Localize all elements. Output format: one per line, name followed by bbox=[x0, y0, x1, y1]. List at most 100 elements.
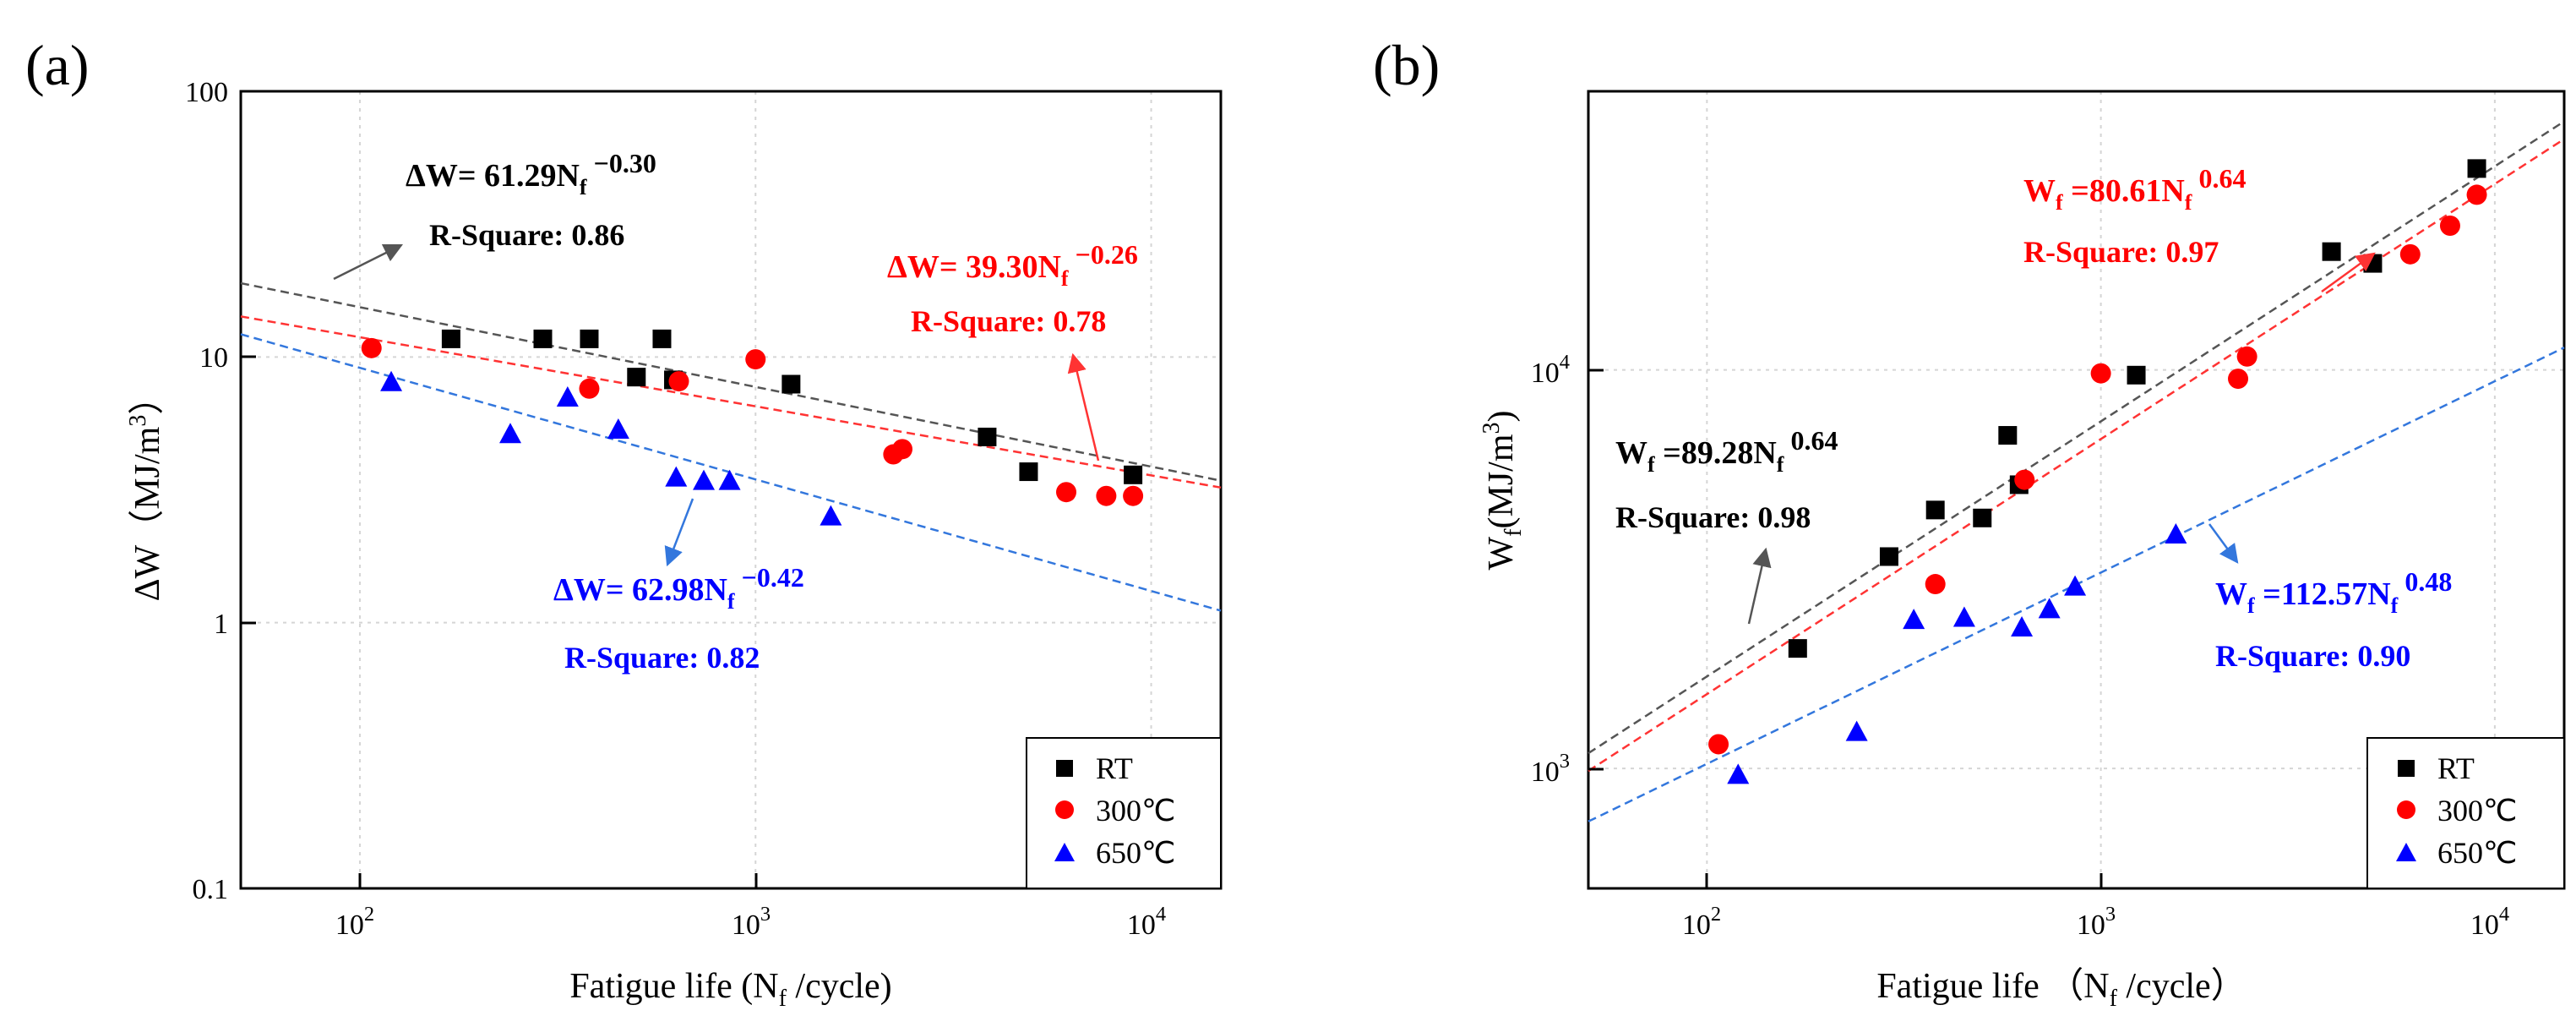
data-point-rt bbox=[627, 368, 646, 387]
data-point-300 bbox=[668, 371, 689, 392]
legend-marker-650 bbox=[1054, 843, 1075, 861]
panel-b-annotation-rt: Wf =89.28Nf 0.64 R-Square: 0.98 bbox=[1615, 425, 1838, 534]
data-point-300 bbox=[579, 378, 600, 399]
panel-b-x-axis-label: Fatigue life （Nf /cycle） bbox=[1876, 967, 2246, 1012]
fit-line-RT bbox=[1588, 120, 2565, 755]
data-point-300 bbox=[2236, 346, 2257, 367]
data-point-rt bbox=[533, 329, 553, 348]
data-point-rt bbox=[1973, 508, 1992, 527]
legend-label-300: 300℃ bbox=[1096, 794, 1175, 828]
x-tick-label-100: 102 bbox=[1682, 903, 1721, 941]
data-point-300 bbox=[892, 439, 913, 460]
data-point-650 bbox=[820, 505, 842, 526]
legend-label-rt: RT bbox=[2437, 751, 2475, 785]
data-point-300 bbox=[1056, 482, 1077, 503]
fit-line-300℃ bbox=[1588, 138, 2565, 773]
y-tick-label-0.1: 0.1 bbox=[193, 874, 229, 905]
panel-b-y-axis-label: Wf(MJ/m3) bbox=[1479, 411, 1527, 571]
data-point-650 bbox=[380, 370, 403, 391]
data-point-650 bbox=[665, 466, 688, 487]
data-point-650 bbox=[2011, 616, 2034, 637]
x-tick-label-1000: 103 bbox=[2077, 903, 2116, 941]
data-point-rt bbox=[978, 427, 997, 446]
equation-650: ΔW= 62.98Nf −0.42 bbox=[553, 562, 804, 614]
data-point-rt bbox=[1788, 639, 1807, 658]
data-point-650 bbox=[693, 469, 716, 490]
data-point-rt bbox=[1124, 465, 1143, 484]
x-tick-label-1000: 103 bbox=[732, 903, 771, 941]
y-tick-label-10: 10 bbox=[199, 342, 228, 374]
data-point-rt bbox=[1998, 426, 2018, 445]
legend-marker-300 bbox=[2397, 800, 2415, 819]
data-point-300 bbox=[2466, 184, 2487, 205]
x-tick-label-100: 102 bbox=[335, 903, 374, 941]
panel-a-y-ticks bbox=[241, 90, 256, 890]
y-tick-label-1: 1 bbox=[214, 609, 228, 640]
panel-b-y-tick-labels: 104 103 bbox=[1531, 351, 1570, 788]
data-point-300 bbox=[361, 337, 382, 358]
data-point-300 bbox=[2228, 369, 2249, 390]
data-point-rt bbox=[1879, 547, 1898, 566]
panel-a-markers bbox=[361, 329, 1144, 526]
y-tick-label-10e4: 104 bbox=[1531, 351, 1570, 389]
legend-label-rt: RT bbox=[1096, 751, 1133, 785]
data-point-650 bbox=[607, 418, 629, 440]
panel-a-y-axis-label: ΔW（MJ/m3） bbox=[125, 380, 167, 602]
annotation-arrow-650 bbox=[2208, 523, 2239, 564]
fit-line-RT bbox=[240, 281, 1222, 482]
panel-b-annotation-650: Wf =112.57Nf 0.48 R-Square: 0.90 bbox=[2215, 566, 2452, 673]
legend-marker-rt bbox=[2398, 760, 2415, 777]
data-point-650 bbox=[2038, 598, 2061, 619]
data-point-300 bbox=[1096, 485, 1117, 506]
fit-line-650℃ bbox=[240, 333, 1222, 612]
data-point-650 bbox=[718, 469, 741, 490]
data-point-650 bbox=[1903, 609, 1925, 630]
data-point-rt bbox=[2467, 159, 2486, 178]
r-square-300: R-Square: 0.97 bbox=[2023, 235, 2219, 269]
panel-a-annotation-650: ΔW= 62.98Nf −0.42 R-Square: 0.82 bbox=[553, 562, 804, 675]
annotation-arrow-300 bbox=[2321, 252, 2376, 293]
data-point-rt bbox=[441, 329, 460, 348]
equation-rt: Wf =89.28Nf 0.64 bbox=[1615, 425, 1838, 477]
annotation-arrow-rt bbox=[1747, 547, 1772, 625]
chart-panel-b: (b) 104 103 102 103 104 Fatigue life （Nf… bbox=[1373, 33, 2566, 1012]
data-point-300 bbox=[2014, 469, 2035, 490]
r-square-650: R-Square: 0.90 bbox=[2215, 639, 2410, 673]
r-square-300: R-Square: 0.78 bbox=[911, 304, 1106, 338]
data-point-rt bbox=[2322, 242, 2341, 261]
panel-a-label: (a) bbox=[25, 33, 89, 97]
x-tick-label-10000: 104 bbox=[2470, 903, 2509, 941]
data-point-300 bbox=[2439, 216, 2460, 237]
panel-b-plot-frame bbox=[1587, 90, 2566, 890]
panel-b-fit-lines bbox=[1588, 120, 2565, 822]
y-tick-label-100: 100 bbox=[185, 77, 228, 108]
data-point-300 bbox=[745, 349, 766, 370]
panel-b-y-ticks bbox=[1588, 369, 1604, 771]
data-point-650 bbox=[2064, 575, 2087, 596]
legend-marker-650 bbox=[2396, 843, 2416, 861]
equation-rt: ΔW= 61.29Nf −0.30 bbox=[406, 148, 656, 199]
annotation-arrow-300 bbox=[1067, 352, 1100, 462]
data-point-rt bbox=[2363, 254, 2383, 273]
panel-b-label: (b) bbox=[1373, 33, 1440, 97]
data-point-650 bbox=[556, 386, 579, 407]
panel-a-annotation-300: ΔW= 39.30Nf −0.26 R-Square: 0.78 bbox=[887, 239, 1138, 338]
legend-marker-300 bbox=[1055, 800, 1074, 819]
data-point-rt bbox=[1019, 462, 1038, 482]
data-point-650 bbox=[1952, 606, 1975, 627]
panel-b-annotation-300: Wf =80.61Nf 0.64 R-Square: 0.97 bbox=[2023, 163, 2246, 269]
panel-a-x-tick-labels: 102 103 104 bbox=[335, 903, 1166, 941]
data-point-650 bbox=[1845, 720, 1868, 741]
legend-label-300: 300℃ bbox=[2437, 794, 2517, 828]
chart-panel-a: (a) 100 10 1 0.1 102 103 104 bbox=[25, 33, 1223, 1012]
y-tick-label-10e3: 103 bbox=[1531, 750, 1570, 788]
panel-a-annotation-rt: ΔW= 61.29Nf −0.30 R-Square: 0.86 bbox=[406, 148, 656, 252]
panel-a-y-tick-labels: 100 10 1 0.1 bbox=[185, 77, 228, 905]
annotation-arrow-rt bbox=[333, 243, 404, 281]
equation-300: ΔW= 39.30Nf −0.26 bbox=[887, 239, 1138, 291]
fit-line-300℃ bbox=[240, 315, 1222, 489]
data-point-rt bbox=[580, 329, 599, 348]
data-point-650 bbox=[1727, 763, 1750, 784]
annotation-arrow-650 bbox=[664, 498, 694, 567]
